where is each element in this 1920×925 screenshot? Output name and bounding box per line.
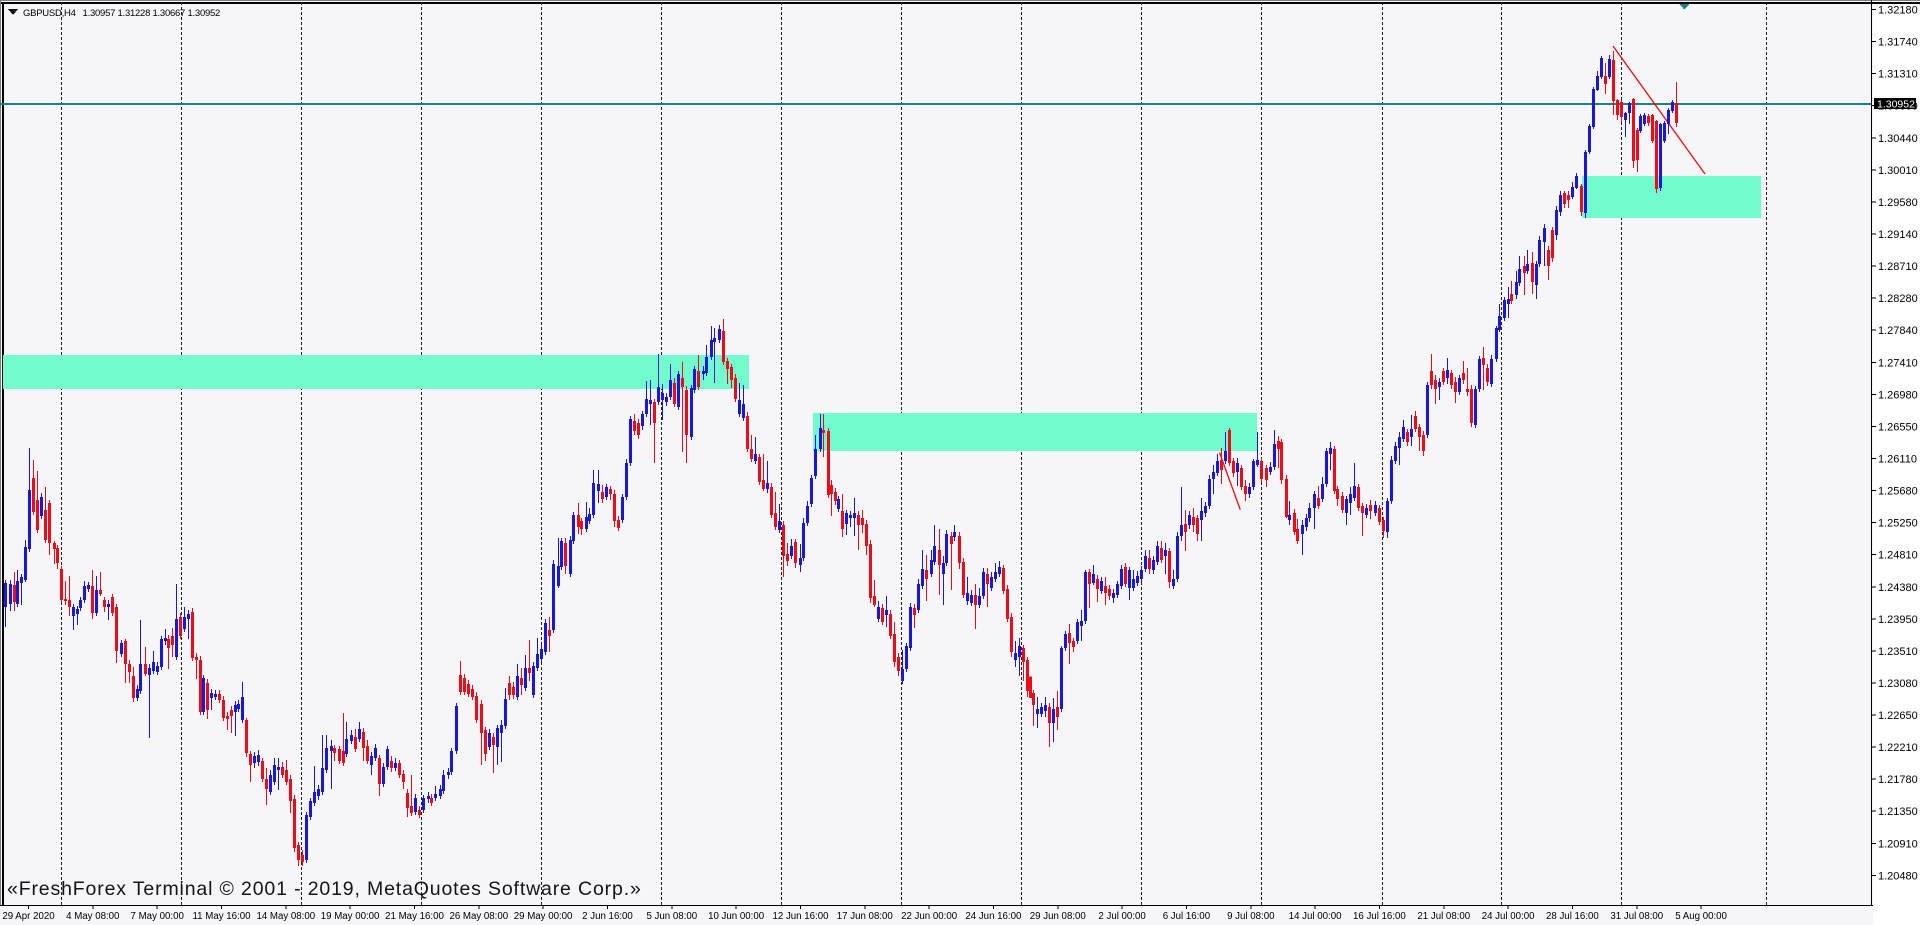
svg-text:21 Jul 08:00: 21 Jul 08:00 bbox=[1417, 911, 1470, 922]
svg-text:1.23510: 1.23510 bbox=[1878, 646, 1918, 658]
svg-text:31 Jul 08:00: 31 Jul 08:00 bbox=[1610, 911, 1663, 922]
svg-text:1.28280: 1.28280 bbox=[1878, 293, 1918, 305]
svg-text:1.25680: 1.25680 bbox=[1878, 486, 1918, 498]
svg-text:1.23950: 1.23950 bbox=[1878, 614, 1918, 626]
svg-text:1.31740: 1.31740 bbox=[1878, 37, 1918, 49]
svg-text:1.24380: 1.24380 bbox=[1878, 582, 1918, 594]
svg-text:1.21780: 1.21780 bbox=[1878, 774, 1918, 786]
svg-text:1.25250: 1.25250 bbox=[1878, 518, 1918, 530]
svg-text:1.27410: 1.27410 bbox=[1878, 357, 1918, 369]
svg-text:24 Jul 00:00: 24 Jul 00:00 bbox=[1482, 911, 1535, 922]
svg-text:1.31310: 1.31310 bbox=[1878, 69, 1918, 81]
svg-text:21 May 16:00: 21 May 16:00 bbox=[385, 911, 444, 922]
svg-text:1.30010: 1.30010 bbox=[1878, 165, 1918, 177]
svg-text:19 May 00:00: 19 May 00:00 bbox=[321, 911, 380, 922]
svg-text:28 Jul 16:00: 28 Jul 16:00 bbox=[1546, 911, 1599, 922]
svg-text:17 Jun 08:00: 17 Jun 08:00 bbox=[837, 911, 894, 922]
svg-text:1.27840: 1.27840 bbox=[1878, 325, 1918, 337]
svg-text:1.26980: 1.26980 bbox=[1878, 389, 1918, 401]
svg-text:5 Aug 00:00: 5 Aug 00:00 bbox=[1675, 911, 1727, 922]
svg-text:22 Jun 00:00: 22 Jun 00:00 bbox=[901, 911, 958, 922]
svg-text:1.20480: 1.20480 bbox=[1878, 870, 1918, 882]
svg-text:«FreshForex Terminal © 2001 -: «FreshForex Terminal © 2001 - 2019, Meta… bbox=[7, 878, 642, 900]
svg-text:5 Jun 08:00: 5 Jun 08:00 bbox=[646, 911, 697, 922]
svg-text:11 May 16:00: 11 May 16:00 bbox=[193, 911, 252, 922]
svg-text:1.21350: 1.21350 bbox=[1878, 806, 1918, 818]
svg-text:26 May 08:00: 26 May 08:00 bbox=[449, 911, 508, 922]
svg-text:1.20910: 1.20910 bbox=[1878, 838, 1918, 850]
svg-text:6 Jul 16:00: 6 Jul 16:00 bbox=[1163, 911, 1211, 922]
svg-text:29 May 00:00: 29 May 00:00 bbox=[514, 911, 573, 922]
svg-text:10 Jun 00:00: 10 Jun 00:00 bbox=[708, 911, 765, 922]
svg-text:GBPUSD,H4 1.30957 1.31228 1.3: GBPUSD,H4 1.30957 1.31228 1.30667 1.3095… bbox=[23, 8, 220, 19]
svg-text:14 May 08:00: 14 May 08:00 bbox=[256, 911, 315, 922]
svg-text:1.29140: 1.29140 bbox=[1878, 229, 1918, 241]
svg-text:1.24810: 1.24810 bbox=[1878, 550, 1918, 562]
svg-text:14 Jul 00:00: 14 Jul 00:00 bbox=[1289, 911, 1342, 922]
svg-text:1.29580: 1.29580 bbox=[1878, 197, 1918, 209]
svg-text:1.26110: 1.26110 bbox=[1878, 454, 1917, 466]
svg-text:24 Jun 16:00: 24 Jun 16:00 bbox=[965, 911, 1022, 922]
svg-text:1.32180: 1.32180 bbox=[1878, 5, 1918, 17]
svg-text:1.22650: 1.22650 bbox=[1878, 710, 1918, 722]
svg-text:1.26550: 1.26550 bbox=[1878, 421, 1918, 433]
svg-text:1.30952: 1.30952 bbox=[1877, 98, 1915, 110]
svg-text:7 May 00:00: 7 May 00:00 bbox=[131, 911, 185, 922]
svg-text:1.22210: 1.22210 bbox=[1878, 742, 1918, 754]
svg-text:29 Jun 08:00: 29 Jun 08:00 bbox=[1030, 911, 1087, 922]
svg-text:29 Apr 2020: 29 Apr 2020 bbox=[2, 911, 55, 922]
svg-text:2 Jun 16:00: 2 Jun 16:00 bbox=[582, 911, 633, 922]
svg-text:4 May 08:00: 4 May 08:00 bbox=[66, 911, 120, 922]
svg-text:9 Jul 08:00: 9 Jul 08:00 bbox=[1227, 911, 1275, 922]
svg-text:1.28710: 1.28710 bbox=[1878, 261, 1918, 273]
svg-text:2 Jul 00:00: 2 Jul 00:00 bbox=[1098, 911, 1146, 922]
svg-text:1.30440: 1.30440 bbox=[1878, 133, 1918, 145]
svg-text:16 Jul 16:00: 16 Jul 16:00 bbox=[1353, 911, 1406, 922]
svg-text:1.23080: 1.23080 bbox=[1878, 678, 1918, 690]
svg-text:12 Jun 16:00: 12 Jun 16:00 bbox=[772, 911, 829, 922]
